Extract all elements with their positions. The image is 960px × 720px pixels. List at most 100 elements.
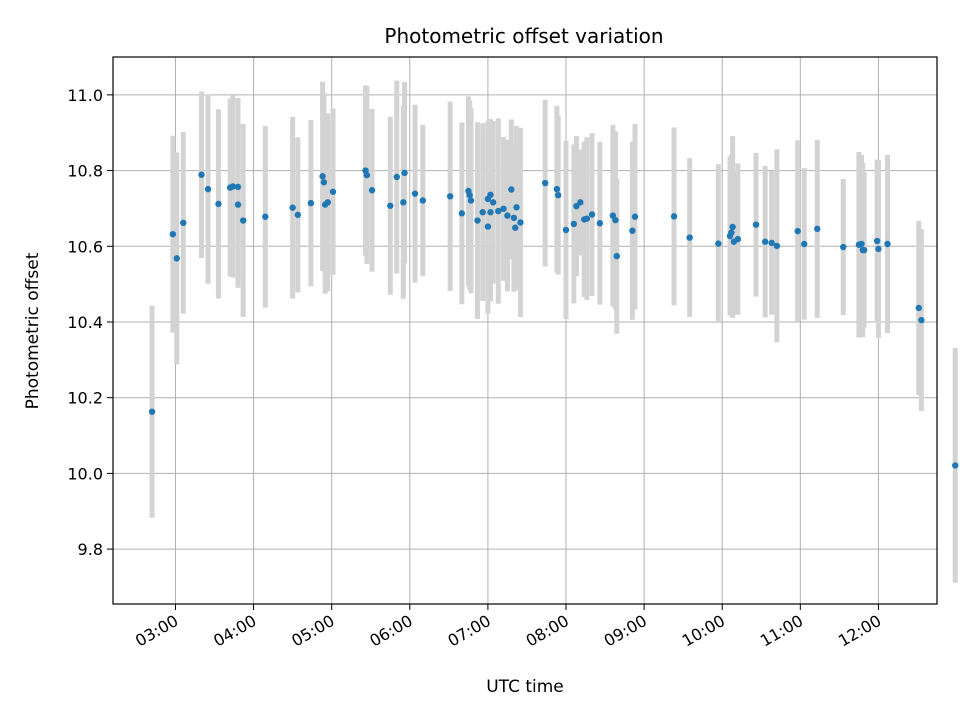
y-tick-label-2: 10.2 [67,389,103,408]
data-point [307,199,315,207]
data-point [512,224,519,231]
data-point [234,183,242,191]
data-points [148,167,959,469]
data-point [387,202,394,209]
data-point [215,200,222,208]
data-point [487,191,494,198]
data-point [489,199,497,206]
data-point [180,219,187,227]
data-point [204,185,212,193]
data-point [631,213,639,220]
data-point [670,213,678,220]
data-point [294,211,302,219]
y-tick-label-4: 10.6 [67,237,103,256]
data-point [411,190,419,197]
data-point [466,191,473,199]
data-point [239,217,247,224]
data-point [513,204,520,211]
data-point [768,239,775,247]
data-point [814,225,821,233]
x-tick-label-9: 12:00 [835,611,884,651]
data-point [583,215,591,222]
data-point [773,242,781,250]
x-axis-title: UTC time [486,677,564,697]
data-point [729,223,736,231]
chart-title: Photometric offset variation [384,24,663,48]
data-point [801,240,808,248]
x-tick-label-1: 04:00 [210,611,259,651]
data-point [577,199,584,206]
data-point [400,199,407,206]
data-point [508,186,515,193]
x-tick-label-0: 03:00 [132,611,181,651]
data-point [458,210,466,217]
data-point [510,214,518,222]
y-tick-label-5: 10.8 [67,162,103,181]
data-point [495,207,502,215]
data-point [873,237,881,245]
data-point [368,187,376,194]
x-tick-label-3: 06:00 [366,611,415,651]
data-point [952,462,959,469]
data-point [446,193,454,200]
data-point [554,191,562,199]
data-point [517,219,524,226]
data-point [562,226,570,234]
data-point [169,230,177,238]
data-point [320,179,328,186]
data-point [915,304,922,312]
data-point [553,185,561,193]
x-tick-label-8: 11:00 [757,611,806,651]
data-point [262,213,269,220]
y-tick-label-6: 11.0 [67,86,103,105]
x-axis: 03:00 04:00 05:00 06:00 07:00 08:00 09:00 10:00… [132,604,884,651]
x-tick-label-4: 07:00 [444,611,493,651]
y-axis-title: Photometric offset [23,252,43,409]
data-point [875,245,882,253]
data-point [752,221,760,228]
data-point [629,227,636,234]
data-point [715,240,722,247]
data-point [148,408,156,415]
data-point [363,171,371,179]
data-point [734,235,742,243]
data-point [761,238,769,245]
x-tick-label-2: 05:00 [288,611,337,651]
data-point [229,183,236,190]
data-point [858,240,865,248]
x-tick-label-7: 10:00 [679,611,728,651]
data-point [324,199,331,206]
x-tick-label-5: 08:00 [523,611,572,651]
data-point [234,201,242,208]
y-tick-label-0: 9.8 [78,540,103,559]
data-point [329,188,337,195]
plot-frame [112,56,938,605]
data-point [467,197,475,204]
data-point [289,204,296,211]
data-point [198,171,205,178]
data-point [728,229,735,236]
data-point [794,227,801,235]
data-point [840,243,847,251]
data-point [612,216,619,224]
data-point [319,173,326,180]
data-point [487,209,494,216]
data-point [401,169,408,177]
data-point [541,179,549,187]
y-tick-label-1: 10.0 [67,464,103,483]
data-point [860,246,868,254]
data-point [479,209,486,216]
data-point [173,255,180,262]
data-point [500,205,507,212]
x-tick-label-6: 09:00 [601,611,650,651]
data-point [884,240,891,248]
y-axis: 9.8 10.0 10.2 10.4 10.6 10.8 11.0 [67,86,113,559]
data-point [419,197,427,204]
data-point [570,220,578,228]
data-point [474,217,481,224]
data-point [588,211,596,218]
data-point [596,219,604,227]
data-point [393,173,400,181]
data-point [504,212,511,219]
